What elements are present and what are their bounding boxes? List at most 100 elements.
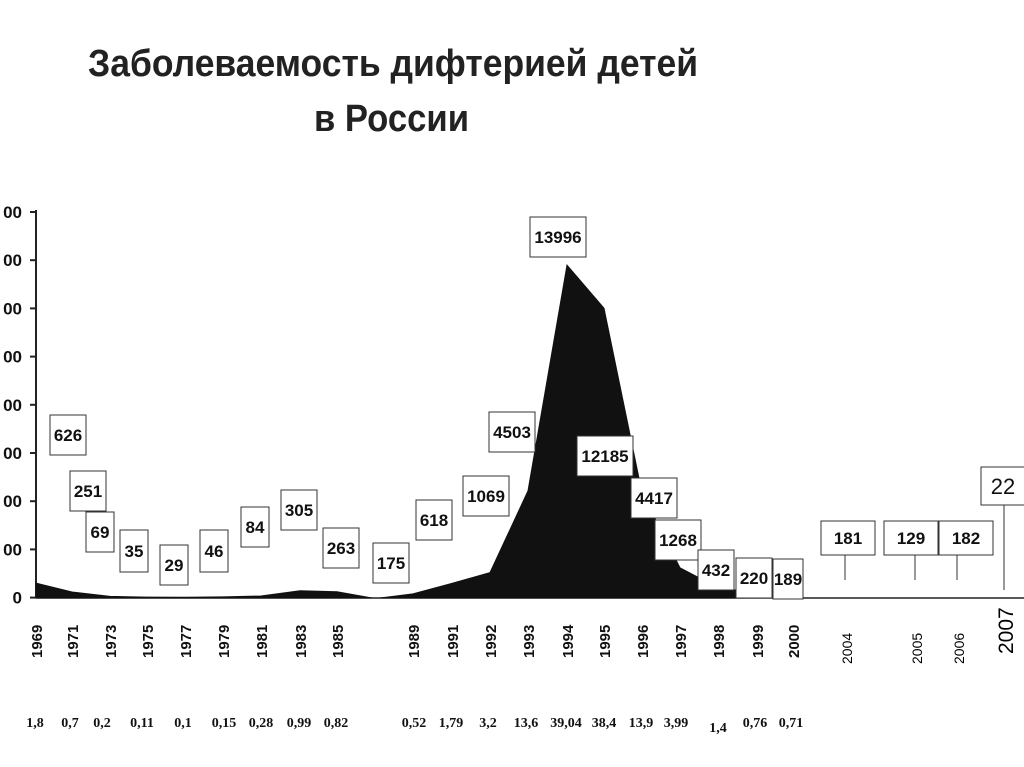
value-label-1993: 4503 [488, 411, 536, 453]
x-tick-1999: 1999 [750, 625, 767, 658]
value-label-box [488, 411, 536, 453]
rate-1973: 0,2 [93, 716, 111, 731]
value-label-box [415, 499, 453, 541]
value-label-1979: 46 [199, 529, 229, 573]
value-label-text: 220 [740, 569, 768, 588]
value-label-box [462, 475, 510, 517]
rate-1995: 38,4 [592, 716, 617, 731]
rate-1975: 0,11 [130, 716, 154, 731]
value-label-text: 251 [74, 482, 102, 501]
value-label-box [49, 414, 87, 456]
value-label-1996: 4417 [630, 477, 678, 519]
rate-1977: 0,1 [174, 716, 192, 731]
value-label-text: 129 [897, 529, 925, 548]
rate-1996: 13,9 [629, 716, 654, 731]
value-label-box [85, 511, 115, 553]
rate-1989: 0,52 [402, 716, 427, 731]
y-tick-label: 00 [3, 540, 22, 559]
x-tick-1983: 1983 [293, 625, 310, 658]
value-label-text: 189 [774, 570, 802, 589]
value-label-1994: 13996 [529, 216, 587, 258]
rate-1983: 0,99 [287, 716, 312, 731]
late-year-2004: 181 [820, 520, 876, 580]
value-label-1999: 220 [735, 557, 773, 599]
value-label-box [630, 477, 678, 519]
rate-2000: 0,71 [779, 716, 804, 731]
value-label-box [119, 529, 149, 573]
value-label-box [159, 544, 189, 586]
value-labels-layer: 626 251 69 35 29 46 84 305 263 175 618 1069 4503 1399… [49, 216, 1024, 600]
x-tick-2004: 2004 [839, 633, 855, 664]
chart-title-line-1: Заболеваемость дифтерией детей [88, 43, 698, 85]
value-label-text: 182 [952, 529, 980, 548]
area-series-1989-2000 [379, 263, 794, 599]
rate-1981: 0,28 [249, 716, 274, 731]
x-tick-1975: 1975 [140, 625, 157, 658]
value-label-box [654, 519, 702, 561]
x-tick-1979: 1979 [216, 625, 233, 658]
value-label-2000: 189 [772, 558, 804, 600]
value-label-text: 305 [285, 501, 313, 520]
rate-1997: 3,99 [664, 716, 689, 731]
rate-1969: 1,8 [26, 716, 44, 731]
y-tick-label: 00 [3, 348, 22, 367]
value-label-text: 69 [91, 523, 110, 542]
x-tick-1997: 1997 [673, 625, 690, 658]
value-label-1969: 626 [49, 414, 87, 456]
x-tick-1973: 1973 [103, 625, 120, 658]
value-label-box [199, 529, 229, 573]
value-label-1971: 251 [69, 470, 107, 512]
value-label-text: 263 [327, 539, 355, 558]
value-label-box [735, 557, 773, 599]
rate-1993: 13,6 [514, 716, 539, 731]
rate-1971: 0,7 [61, 716, 79, 731]
value-label-text: 175 [377, 554, 405, 573]
y-tick-label: 00 [3, 444, 22, 463]
x-tick-2005: 2005 [909, 633, 925, 664]
value-label-box [240, 506, 270, 548]
value-label-1997: 1268 [654, 519, 702, 561]
value-label-box [322, 527, 360, 569]
x-tick-2006: 2006 [951, 633, 967, 664]
value-label-text: 618 [420, 511, 448, 530]
x-tick-1991: 1991 [445, 625, 462, 658]
chart-title-line-2: в России [314, 98, 469, 140]
x-ticks-layer: 1969 1971 1973 1975 1977 1979 1981 1983 1985 1989… [29, 607, 1018, 664]
value-label-text: 46 [205, 542, 224, 561]
value-label-text: 84 [246, 518, 265, 537]
x-tick-1993: 1993 [521, 625, 538, 658]
late-year-2007: 22 [980, 466, 1024, 590]
value-label-box [372, 542, 410, 584]
value-label-box [576, 435, 634, 477]
y-tick-label: 00 [3, 492, 22, 511]
value-label-1991: 618 [415, 499, 453, 541]
area-series-1969-1985 [35, 582, 373, 599]
rates-layer: 1,8 0,7 0,2 0,11 0,1 0,15 0,28 0,99 0,82 0,52 1,79… [26, 716, 803, 736]
value-label-text: 432 [702, 561, 730, 580]
value-label-box [529, 216, 587, 258]
rate-1979: 0,15 [212, 716, 237, 731]
value-label-box [697, 549, 735, 591]
rate-1991: 1,79 [439, 716, 464, 731]
x-tick-1977: 1977 [178, 625, 195, 658]
value-label-box [69, 470, 107, 512]
value-label-1973: 69 [85, 511, 115, 553]
value-label-1995: 12185 [576, 435, 634, 477]
rate-1985: 0,82 [324, 716, 349, 731]
value-label-1975: 35 [119, 529, 149, 573]
x-tick-1998: 1998 [711, 625, 728, 658]
x-tick-1995: 1995 [597, 625, 614, 658]
late-year-2006: 182 [938, 520, 994, 580]
value-label-text: 4503 [493, 423, 531, 442]
x-tick-1981: 1981 [254, 625, 271, 658]
value-label-text: 22 [991, 474, 1015, 499]
x-tick-1971: 1971 [65, 625, 82, 658]
y-tick-label: 00 [3, 299, 22, 318]
value-label-text: 1069 [467, 487, 505, 506]
rate-1999: 0,76 [743, 716, 768, 731]
value-label-text: 12185 [581, 447, 628, 466]
value-label-text: 35 [125, 542, 144, 561]
x-tick-2007: 2007 [995, 607, 1018, 654]
value-label-box [883, 520, 939, 556]
value-label-text: 1268 [659, 531, 697, 550]
